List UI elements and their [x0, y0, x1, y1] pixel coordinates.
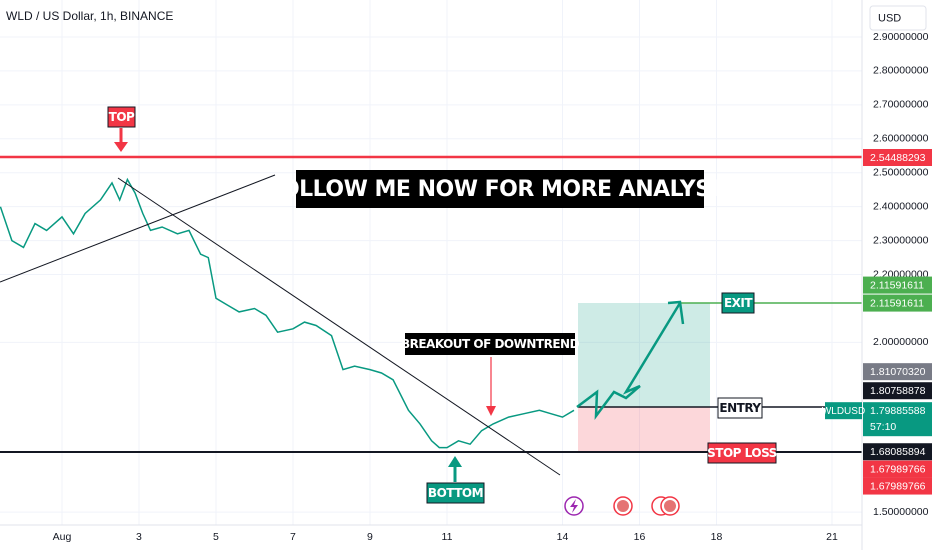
- bottom-arrowhead: [448, 456, 462, 467]
- headline: FOLLOW ME NOW FOR MORE ANALYSIS: [266, 177, 733, 202]
- y-tick-label: 2.50000000: [873, 167, 929, 179]
- top-box: [107, 106, 136, 128]
- price-tag-label: 1.68085894: [870, 446, 926, 458]
- x-tick-label: Aug: [53, 531, 72, 543]
- projection-arrowhead: [667, 300, 685, 325]
- x-tick-label: 3: [136, 531, 142, 543]
- symbol-title: WLD / US Dollar, 1h, BINANCE: [6, 9, 173, 23]
- price-tag: [863, 460, 932, 478]
- x-tick-label: 7: [290, 531, 296, 543]
- price-tag-label: 1.81070320: [870, 366, 926, 378]
- countdown: 57:10: [870, 421, 896, 433]
- axes: 2.90000000 2.80000000 2.70000000 2.60000000…: [53, 31, 929, 543]
- top-label: TOP: [109, 110, 135, 124]
- price-tag-label: 2.11591611: [870, 297, 924, 309]
- price-line: [0, 177, 575, 449]
- entry-box: [717, 397, 763, 419]
- symbol-tag: [825, 402, 862, 420]
- y-tick-label: 2.30000000: [873, 234, 929, 246]
- breakout-arrowhead: [486, 406, 496, 416]
- price-tag-label: 1.79885588: [870, 405, 926, 417]
- y-tick-label: 2.80000000: [873, 65, 929, 77]
- symbol-tag-label: WLDUSD: [822, 406, 865, 417]
- bottom-label: BOTTOM: [428, 486, 483, 500]
- downtrend-line: [117, 177, 561, 476]
- x-tick-label: 21: [826, 531, 838, 543]
- x-tick-label: 11: [442, 531, 453, 543]
- breakout-label: BREAKOUT OF DOWNTREND: [401, 337, 580, 351]
- price-tag-label: 2.54488293: [870, 152, 926, 164]
- price-tag: [863, 294, 932, 312]
- target-zone: [578, 303, 710, 407]
- y-tick-label: 2.40000000: [873, 200, 929, 212]
- grid: [0, 0, 862, 525]
- bottom-box: [426, 482, 485, 504]
- y-tick-label: 2.90000000: [873, 31, 929, 43]
- x-tick-label: 16: [634, 531, 646, 543]
- price-tag: [863, 363, 932, 381]
- x-tick-label: 5: [213, 531, 219, 543]
- price-tag: [863, 149, 932, 167]
- projection-arrow: [576, 302, 682, 420]
- exit-box: [721, 292, 755, 314]
- price-tag-label: 1.80758878: [870, 385, 926, 397]
- stop-zone: [578, 407, 710, 452]
- x-tick-label: 14: [557, 531, 569, 543]
- event-icon-bolt: [570, 499, 578, 513]
- price-tag: [863, 443, 932, 461]
- breakout-box: [405, 333, 575, 355]
- y-tick-label: 2.60000000: [873, 133, 929, 145]
- price-tag-label: 1.67989766: [870, 480, 926, 492]
- headline-box: [296, 170, 704, 208]
- entry-label: ENTRY: [719, 401, 761, 415]
- price-tag: [863, 276, 932, 294]
- stop-loss-label: STOP LOSS: [707, 446, 777, 460]
- x-tick-label: 9: [367, 531, 373, 543]
- price-tag: [863, 402, 932, 437]
- exit-label: EXIT: [724, 296, 753, 310]
- price-tag: [863, 382, 932, 400]
- support-trendline: [0, 174, 276, 283]
- currency-button[interactable]: [869, 5, 927, 31]
- stop-loss-box: [707, 442, 777, 464]
- price-tag: [863, 477, 932, 495]
- price-tag-label: 2.11591611: [870, 279, 924, 291]
- x-tick-label: 18: [711, 531, 723, 543]
- plot: [0, 177, 575, 449]
- top-arrowhead: [114, 142, 128, 152]
- price-tags: 2.54488293 2.11591611 2.11591611 1.81070320…: [822, 149, 932, 495]
- price-tag-label: 1.67989766: [870, 463, 926, 475]
- y-tick-label: 1.50000000: [873, 506, 929, 518]
- y-tick-label: 2.70000000: [873, 99, 929, 111]
- y-tick-label: 2.00000000: [873, 336, 929, 348]
- event-flag-inner: [664, 500, 676, 512]
- event-flag-inner: [617, 500, 629, 512]
- currency-label[interactable]: USD: [878, 12, 901, 24]
